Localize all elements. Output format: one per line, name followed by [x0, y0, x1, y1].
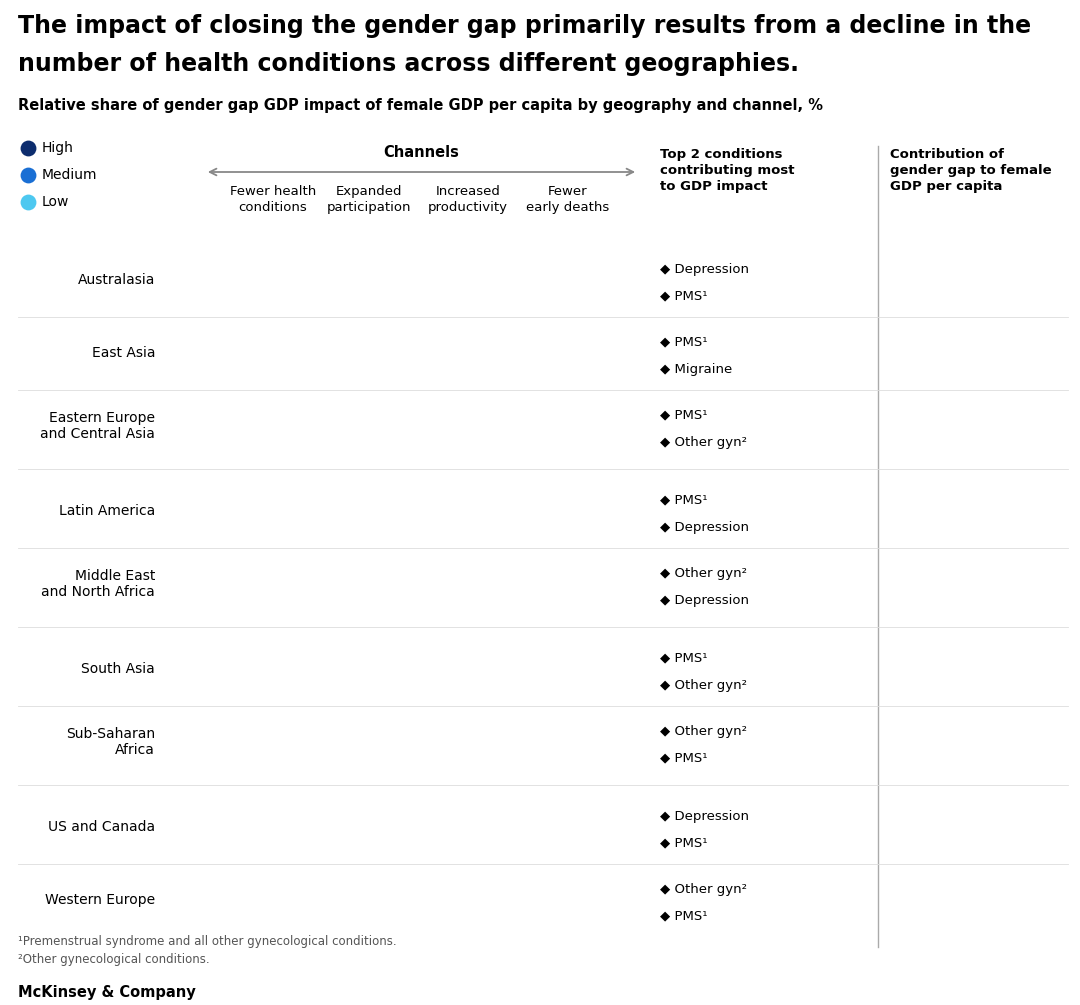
Text: number of health conditions across different geographies.: number of health conditions across diffe…: [18, 52, 799, 76]
Text: Contribution of
gender gap to female
GDP per capita: Contribution of gender gap to female GDP…: [890, 148, 1052, 193]
Text: ◆ Other gyn²: ◆ Other gyn²: [660, 435, 747, 448]
Text: ◆ Migraine: ◆ Migraine: [660, 363, 732, 376]
Text: ◆ Depression: ◆ Depression: [660, 262, 750, 275]
Text: ◆ PMS¹: ◆ PMS¹: [660, 408, 707, 421]
Point: [19, 140, 37, 156]
Text: ◆ Other gyn²: ◆ Other gyn²: [660, 567, 747, 580]
Text: Fewer
early deaths: Fewer early deaths: [526, 185, 609, 214]
Text: Relative share of gender gap GDP impact of female GDP per capita by geography an: Relative share of gender gap GDP impact …: [18, 98, 823, 113]
Text: Eastern Europe
and Central Asia: Eastern Europe and Central Asia: [40, 411, 156, 441]
Point: [19, 167, 37, 183]
Text: High: High: [42, 141, 73, 155]
Text: Western Europe: Western Europe: [45, 893, 156, 907]
Text: Medium: Medium: [42, 168, 97, 182]
Text: Middle East
and North Africa: Middle East and North Africa: [41, 569, 156, 599]
Text: ◆ Other gyn²: ◆ Other gyn²: [660, 882, 747, 895]
Text: ◆ Depression: ◆ Depression: [660, 521, 750, 534]
Text: ◆ Depression: ◆ Depression: [660, 809, 750, 822]
Text: ◆ PMS¹: ◆ PMS¹: [660, 493, 707, 507]
Text: McKinsey & Company: McKinsey & Company: [18, 985, 195, 1000]
Text: ◆ PMS¹: ◆ PMS¹: [660, 336, 707, 349]
Text: Latin America: Latin America: [58, 504, 156, 518]
Text: ◆ PMS¹: ◆ PMS¹: [660, 752, 707, 765]
Text: Low: Low: [42, 195, 69, 209]
Text: ◆ PMS¹: ◆ PMS¹: [660, 836, 707, 849]
Text: Expanded
participation: Expanded participation: [327, 185, 411, 214]
Text: US and Canada: US and Canada: [48, 820, 156, 834]
Text: Channels: Channels: [383, 145, 459, 160]
Text: Sub-Saharan
Africa: Sub-Saharan Africa: [66, 727, 156, 757]
Text: ◆ Depression: ◆ Depression: [660, 594, 750, 606]
Point: [19, 194, 37, 210]
Text: ◆ Other gyn²: ◆ Other gyn²: [660, 678, 747, 691]
Text: The impact of closing the gender gap primarily results from a decline in the: The impact of closing the gender gap pri…: [18, 14, 1031, 38]
Text: Australasia: Australasia: [78, 273, 156, 287]
Text: South Asia: South Asia: [81, 662, 156, 676]
Text: Increased
productivity: Increased productivity: [428, 185, 508, 214]
Text: ◆ PMS¹: ◆ PMS¹: [660, 651, 707, 664]
Text: ◆ PMS¹: ◆ PMS¹: [660, 910, 707, 923]
Text: Top 2 conditions
contributing most
to GDP impact: Top 2 conditions contributing most to GD…: [660, 148, 795, 193]
Text: Fewer health
conditions: Fewer health conditions: [230, 185, 316, 214]
Text: ◆ PMS¹: ◆ PMS¹: [660, 289, 707, 303]
Text: East Asia: East Asia: [92, 346, 156, 360]
Text: ¹Premenstrual syndrome and all other gynecological conditions.: ¹Premenstrual syndrome and all other gyn…: [18, 935, 396, 948]
Text: ◆ Other gyn²: ◆ Other gyn²: [660, 725, 747, 738]
Text: ²Other gynecological conditions.: ²Other gynecological conditions.: [18, 953, 210, 966]
